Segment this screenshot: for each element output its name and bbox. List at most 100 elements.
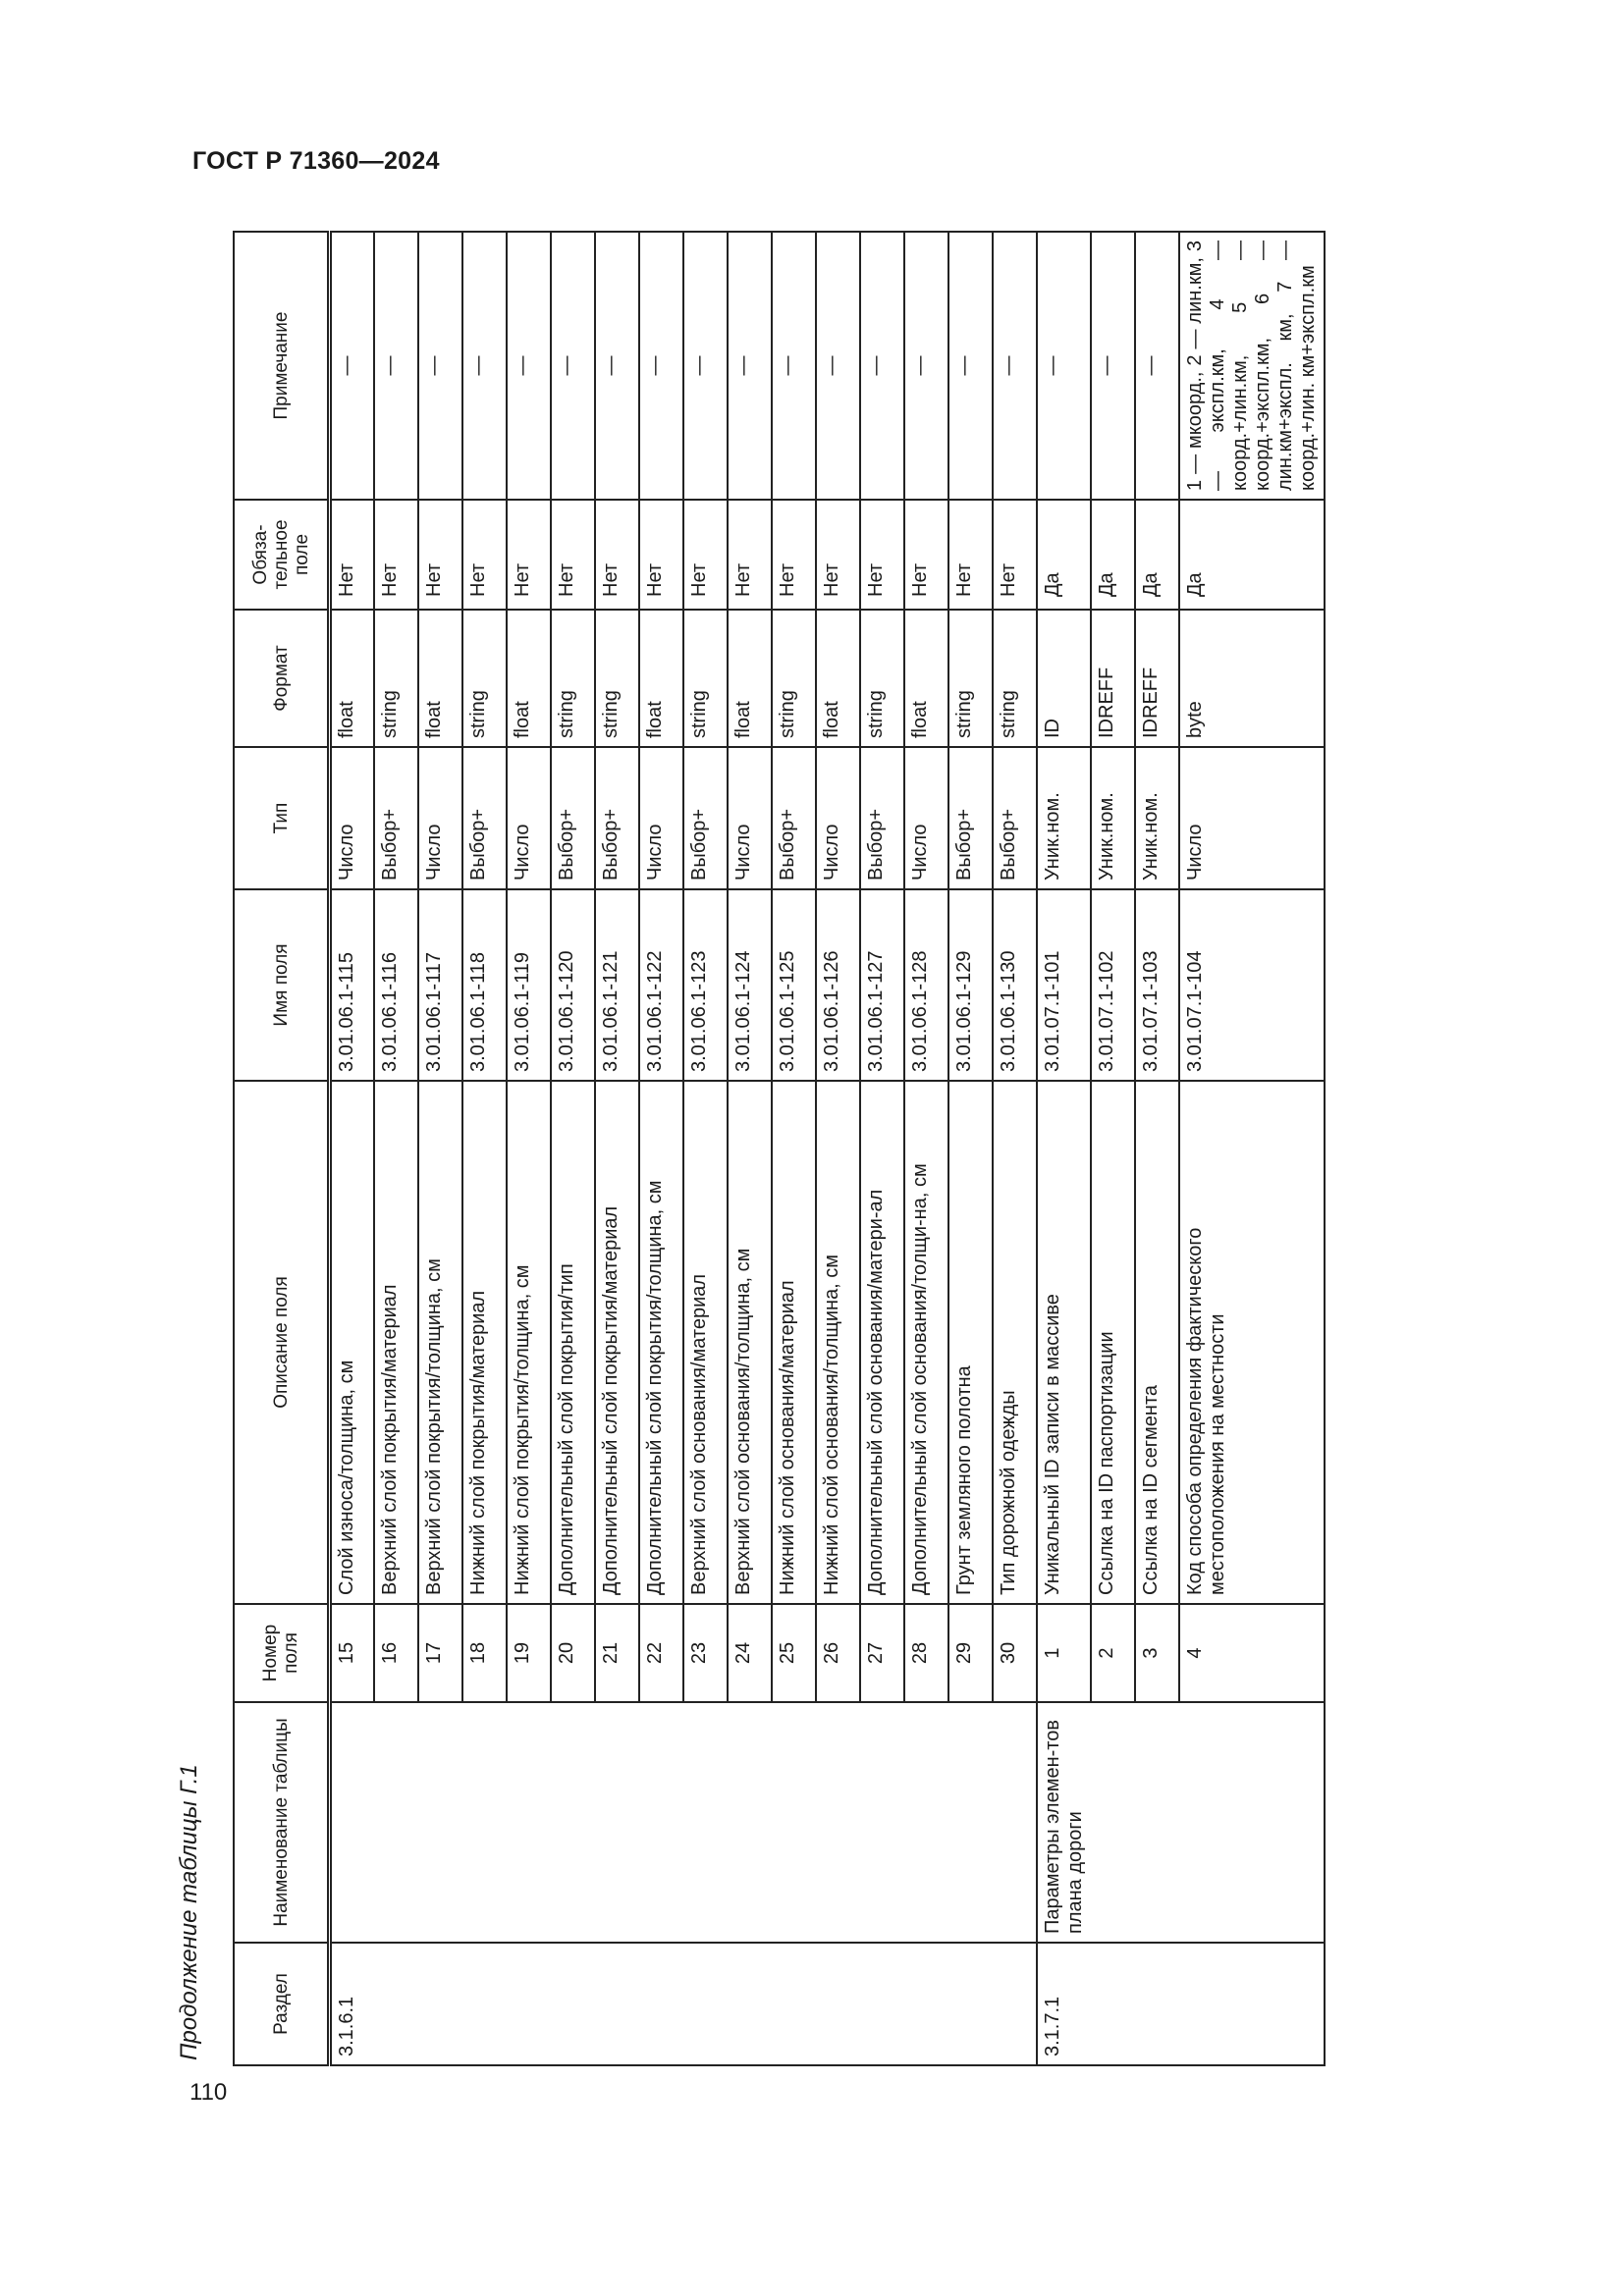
field-description: Нижний слой покрытия/толщина, см bbox=[506, 1081, 551, 1604]
field-required: Нет bbox=[903, 500, 948, 610]
table-name-cell bbox=[859, 1702, 904, 1943]
section-cell bbox=[992, 1943, 1037, 2065]
field-description: Дополнительный слой покрытия/толщина, см bbox=[638, 1081, 683, 1604]
field-type: Выбор+ bbox=[859, 747, 904, 889]
section-cell bbox=[947, 1943, 993, 2065]
field-required: Нет bbox=[550, 500, 595, 610]
field-note: — bbox=[594, 232, 639, 500]
column-header: Примечание bbox=[234, 232, 330, 500]
field-format: string bbox=[373, 610, 418, 747]
field-format: ID bbox=[1036, 610, 1091, 747]
field-required: Нет bbox=[638, 500, 683, 610]
column-header: Описание поля bbox=[234, 1081, 330, 1604]
table-row: 21 Дополнительный слой покрытия/материал 3… bbox=[594, 232, 639, 2065]
field-number: 23 bbox=[682, 1604, 728, 1702]
field-number: 2 bbox=[1090, 1604, 1135, 1702]
field-name: 3.01.07.1-102 bbox=[1090, 889, 1135, 1081]
field-required: Нет bbox=[992, 500, 1037, 610]
field-required: Нет bbox=[682, 500, 728, 610]
field-description: Нижний слой основания/материал bbox=[771, 1081, 816, 1604]
field-description: Верхний слой основания/материал bbox=[682, 1081, 728, 1604]
field-type: Число bbox=[329, 747, 374, 889]
field-type: Число bbox=[903, 747, 948, 889]
field-description: Уникальный ID записи в массиве bbox=[1036, 1081, 1091, 1604]
field-number: 30 bbox=[992, 1604, 1037, 1702]
field-number: 26 bbox=[815, 1604, 860, 1702]
field-note: — bbox=[638, 232, 683, 500]
field-format: float bbox=[815, 610, 860, 747]
field-required: Да bbox=[1178, 500, 1325, 610]
field-description: Ссылка на ID паспортизации bbox=[1090, 1081, 1135, 1604]
field-required: Нет bbox=[329, 500, 374, 610]
field-type: Число bbox=[815, 747, 860, 889]
section-cell bbox=[1134, 1943, 1179, 2065]
field-note: — bbox=[373, 232, 418, 500]
field-number: 27 bbox=[859, 1604, 904, 1702]
field-number: 15 bbox=[329, 1604, 374, 1702]
field-name: 3.01.06.1-129 bbox=[947, 889, 993, 1081]
field-number: 19 bbox=[506, 1604, 551, 1702]
table-header-row: Раздел Наименование таблицы Номер поля Опис… bbox=[234, 232, 330, 2065]
section-cell: 3.1.7.1 bbox=[1036, 1943, 1091, 2065]
table-row: 23 Верхний слой основания/материал 3.01.06… bbox=[682, 232, 728, 2065]
field-format: float bbox=[903, 610, 948, 747]
section-cell bbox=[1090, 1943, 1135, 2065]
field-required: Нет bbox=[594, 500, 639, 610]
field-note: — bbox=[1090, 232, 1135, 500]
section-cell bbox=[417, 1943, 462, 2065]
field-required: Нет bbox=[506, 500, 551, 610]
table-row: 30 Тип дорожной одежды 3.01.06.1-130 Выбор+… bbox=[992, 232, 1037, 2065]
fields-table: Раздел Наименование таблицы Номер поля Опис… bbox=[233, 231, 1326, 2066]
column-header: Наименование таблицы bbox=[234, 1702, 330, 1943]
field-name: 3.01.06.1-119 bbox=[506, 889, 551, 1081]
field-number: 22 bbox=[638, 1604, 683, 1702]
table-name-cell bbox=[727, 1702, 772, 1943]
field-name: 3.01.06.1-115 bbox=[329, 889, 374, 1081]
field-format: string bbox=[771, 610, 816, 747]
table-name-cell bbox=[992, 1702, 1037, 1943]
field-type: Выбор+ bbox=[947, 747, 993, 889]
table-row: 2 Ссылка на ID паспортизации 3.01.07.1-102… bbox=[1090, 232, 1135, 2065]
field-required: Да bbox=[1036, 500, 1091, 610]
field-name: 3.01.06.1-120 bbox=[550, 889, 595, 1081]
table-name-cell bbox=[373, 1702, 418, 1943]
column-header: Тип bbox=[234, 747, 330, 889]
field-type: Выбор+ bbox=[594, 747, 639, 889]
table-name-cell bbox=[506, 1702, 551, 1943]
section-cell bbox=[506, 1943, 551, 2065]
field-format: IDREFF bbox=[1134, 610, 1179, 747]
table-name-cell bbox=[417, 1702, 462, 1943]
section-cell bbox=[771, 1943, 816, 2065]
field-number: 3 bbox=[1134, 1604, 1179, 1702]
table-name-cell bbox=[550, 1702, 595, 1943]
field-description: Слой износа/толщина, см bbox=[329, 1081, 374, 1604]
field-required: Нет bbox=[461, 500, 507, 610]
field-format: float bbox=[506, 610, 551, 747]
page-number: 110 bbox=[189, 2079, 228, 2106]
field-name: 3.01.06.1-128 bbox=[903, 889, 948, 1081]
table-name-cell bbox=[329, 1702, 374, 1943]
table-name-cell bbox=[815, 1702, 860, 1943]
table-row: 25 Нижний слой основания/материал 3.01.06.… bbox=[771, 232, 816, 2065]
field-note: — bbox=[1134, 232, 1179, 500]
field-name: 3.01.06.1-125 bbox=[771, 889, 816, 1081]
field-required: Да bbox=[1090, 500, 1135, 610]
field-name: 3.01.06.1-127 bbox=[859, 889, 904, 1081]
field-format: IDREFF bbox=[1090, 610, 1135, 747]
table-row: 19 Нижний слой покрытия/толщина, см 3.01.0… bbox=[506, 232, 551, 2065]
section-cell: 3.1.6.1 bbox=[329, 1943, 374, 2065]
field-format: string bbox=[682, 610, 728, 747]
table-name-cell bbox=[903, 1702, 948, 1943]
field-note: — bbox=[329, 232, 374, 500]
field-format: string bbox=[947, 610, 993, 747]
field-format: string bbox=[992, 610, 1037, 747]
field-type: Уник.ном. bbox=[1090, 747, 1135, 889]
table-name-cell bbox=[594, 1702, 639, 1943]
table-row: 28 Дополнительный слой основания/толщи-на… bbox=[903, 232, 948, 2065]
field-name: 3.01.06.1-121 bbox=[594, 889, 639, 1081]
field-name: 3.01.06.1-130 bbox=[992, 889, 1037, 1081]
field-name: 3.01.06.1-116 bbox=[373, 889, 418, 1081]
field-note: — bbox=[992, 232, 1037, 500]
field-description: Ссылка на ID сегмента bbox=[1134, 1081, 1179, 1604]
field-type: Выбор+ bbox=[461, 747, 507, 889]
